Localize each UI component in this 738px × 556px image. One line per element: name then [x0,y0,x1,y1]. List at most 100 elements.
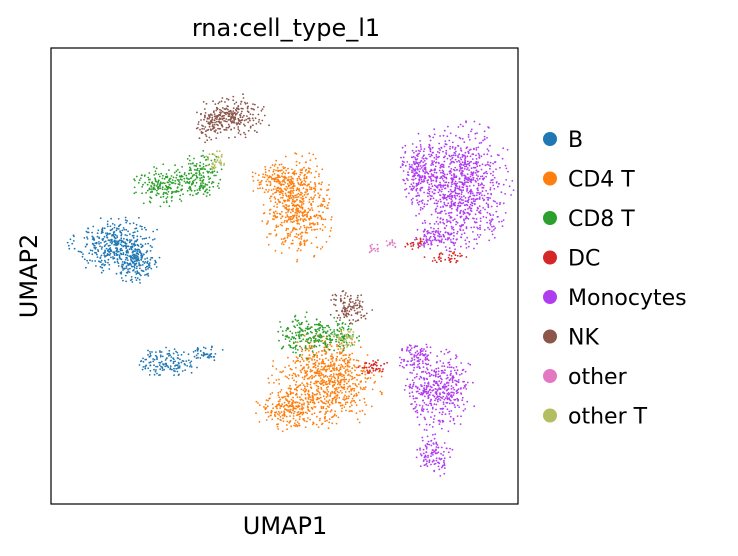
scatter-point [300,181,303,184]
scatter-point [315,236,318,239]
scatter-point [285,195,288,198]
scatter-point [400,361,402,364]
scatter-point [493,176,496,179]
scatter-point [151,246,153,249]
scatter-point [316,354,319,357]
scatter-point [291,198,294,201]
scatter-point [473,226,475,229]
scatter-point [439,218,442,220]
scatter-point [457,388,460,390]
scatter-point [404,144,407,147]
scatter-point [302,203,305,205]
scatter-point [479,224,481,227]
scatter-point [211,345,213,348]
series-monocytes [399,120,515,477]
scatter-point [333,397,336,399]
scatter-point [379,369,381,372]
scatter-point [124,216,127,219]
scatter-point [203,185,205,187]
scatter-point [268,212,271,215]
scatter-point [146,260,149,263]
scatter-point [148,374,151,376]
scatter-point [497,185,499,188]
scatter-point [419,206,422,209]
scatter-point [289,191,292,194]
scatter-point [311,347,313,350]
scatter-point [434,237,437,239]
scatter-point [307,397,310,399]
scatter-point [149,361,152,364]
scatter-point [299,396,301,399]
scatter-point [448,350,451,353]
scatter-point [407,171,409,174]
scatter-point [131,251,134,254]
scatter-point [309,223,311,226]
scatter-point [468,213,470,215]
scatter-point [135,273,138,275]
scatter-point [344,323,347,325]
scatter-point [413,151,415,154]
scatter-point [420,392,423,394]
scatter-point [433,128,436,131]
scatter-point [482,215,485,218]
scatter-point [414,397,417,400]
scatter-point [435,373,437,376]
scatter-point [313,406,315,408]
scatter-point [146,257,149,260]
scatter-point [446,195,449,198]
scatter-point [445,177,448,180]
scatter-point [282,166,284,168]
scatter-point [421,407,424,409]
scatter-point [162,195,165,198]
scatter-point [348,410,351,413]
scatter-point [452,168,455,171]
scatter-point [131,281,134,283]
scatter-point [362,387,365,389]
scatter-point [435,392,438,395]
scatter-point [449,147,451,150]
scatter-point [451,156,454,159]
scatter-point [342,344,345,347]
scatter-point [310,229,313,231]
scatter-point [279,407,281,409]
scatter-point [464,159,466,161]
scatter-point [350,388,353,391]
scatter-point [321,328,324,331]
scatter-point [506,148,509,151]
scatter-point [113,254,116,257]
scatter-point [447,382,450,384]
scatter-point [344,354,346,356]
scatter-point [129,239,131,241]
scatter-point [423,154,425,157]
scatter-point [174,180,177,182]
scatter-point [281,403,284,405]
scatter-point [427,359,430,362]
scatter-point [314,188,317,191]
scatter-point [371,388,374,391]
scatter-point [447,233,450,236]
scatter-point [287,198,289,201]
scatter-point [190,163,192,165]
scatter-point [309,401,312,404]
scatter-point [454,379,456,382]
scatter-point [439,393,441,396]
scatter-point [460,254,463,257]
scatter-point [449,358,452,361]
scatter-point [454,406,456,409]
scatter-point [469,192,472,195]
scatter-point [285,169,288,172]
scatter-point [455,220,458,223]
scatter-point [297,182,300,184]
scatter-point [434,462,437,465]
scatter-point [134,258,137,260]
scatter-point [170,359,172,362]
scatter-point [301,382,304,384]
scatter-point [432,394,434,397]
scatter-point [95,246,97,249]
scatter-point [427,395,430,397]
scatter-point [437,446,440,449]
scatter-point [322,211,324,214]
scatter-point [358,374,361,377]
scatter-point [200,174,203,177]
scatter-point [348,379,351,381]
